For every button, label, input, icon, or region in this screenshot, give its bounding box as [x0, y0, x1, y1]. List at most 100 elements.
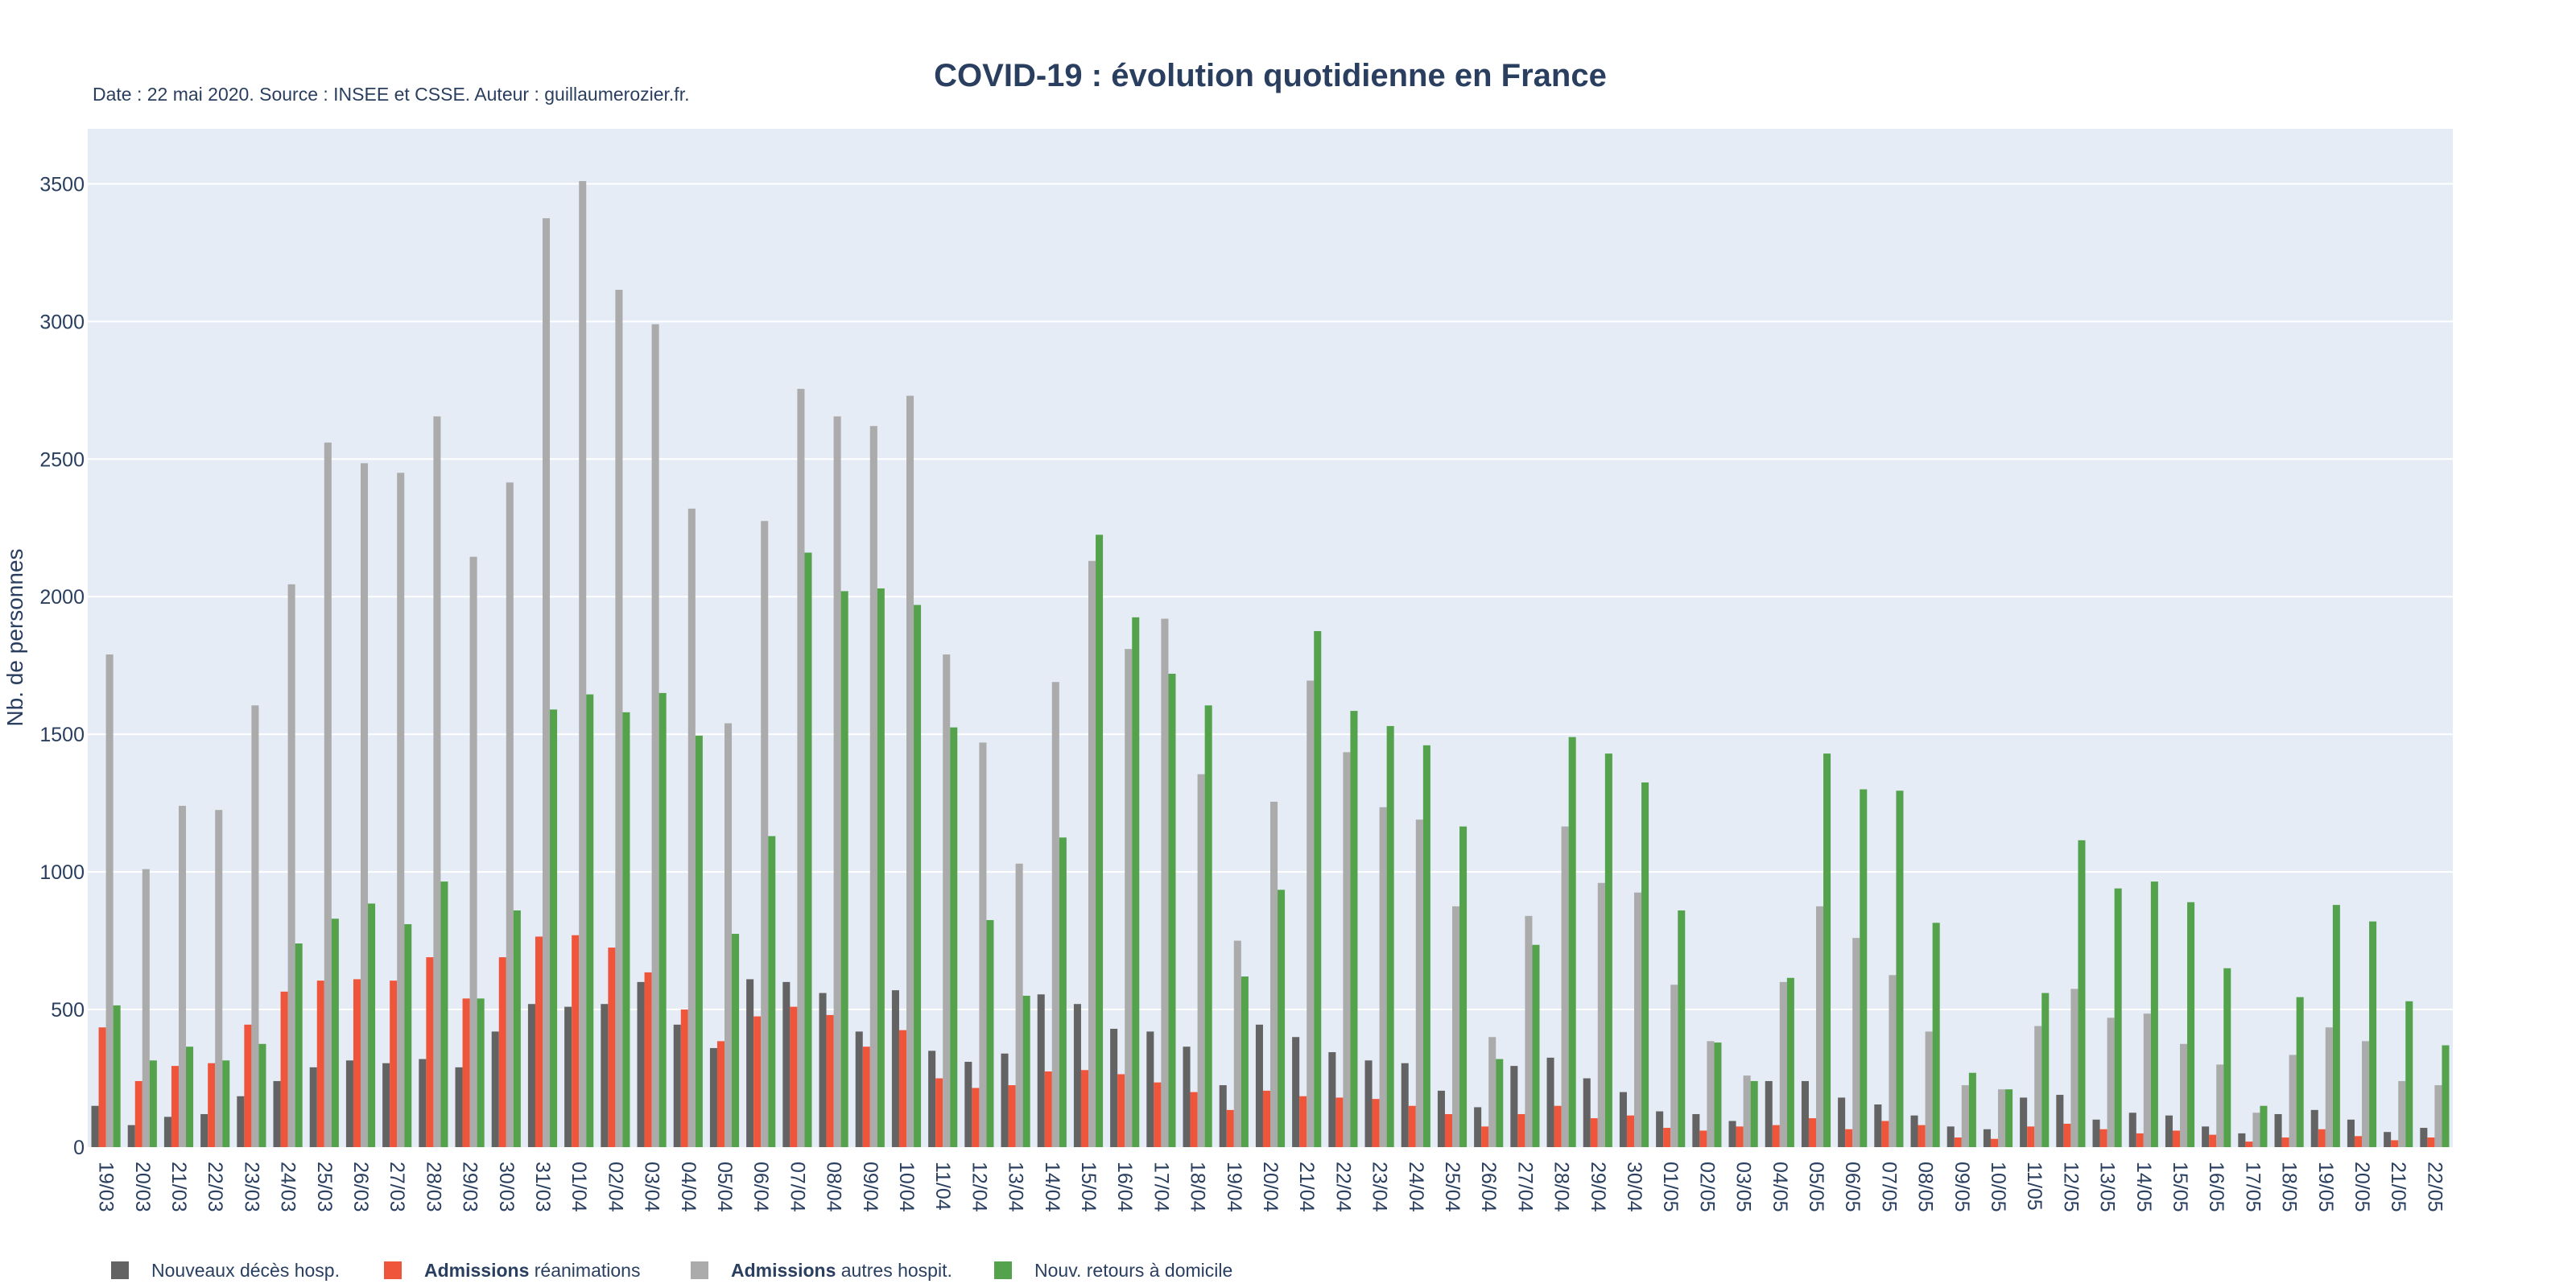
- bar: [637, 981, 645, 1147]
- bar: [280, 991, 288, 1147]
- bar: [2056, 1095, 2064, 1147]
- legend-item[interactable]: Admissions autres hospit.: [691, 1260, 952, 1281]
- x-tick-label: 21/03: [167, 1162, 190, 1212]
- bar: [615, 290, 623, 1148]
- bar: [2347, 1119, 2355, 1147]
- bar: [491, 1031, 499, 1147]
- bar: [862, 1046, 870, 1147]
- bar: [1750, 1080, 1758, 1147]
- bar: [1015, 863, 1023, 1147]
- x-tick-label: 02/04: [604, 1162, 626, 1212]
- bar: [1496, 1059, 1504, 1147]
- bar: [608, 947, 616, 1147]
- bar: [564, 1006, 572, 1147]
- bar: [943, 654, 951, 1147]
- bar: [550, 709, 558, 1147]
- bar: [1743, 1075, 1751, 1147]
- bar: [2027, 1126, 2035, 1147]
- bar: [1604, 753, 1612, 1147]
- bar: [1736, 1126, 1744, 1147]
- bar: [527, 1004, 535, 1147]
- chart-title: COVID-19 : évolution quotidienne en Fran…: [934, 58, 1607, 93]
- bar: [1408, 1105, 1416, 1147]
- bar: [222, 1060, 230, 1147]
- bar: [906, 395, 914, 1147]
- bar: [2289, 1055, 2297, 1147]
- x-tick-label: 01/04: [568, 1162, 590, 1212]
- bar: [732, 934, 740, 1147]
- x-tick-label: 19/03: [95, 1162, 118, 1212]
- x-tick-label: 23/04: [1368, 1162, 1391, 1212]
- legend-item[interactable]: Nouv. retours à domicile: [994, 1260, 1232, 1281]
- bar: [1634, 892, 1642, 1147]
- bar: [1816, 906, 1824, 1147]
- bar: [790, 1006, 798, 1147]
- bar: [782, 981, 791, 1147]
- bar: [1946, 1126, 1955, 1147]
- x-tick-label: 26/03: [349, 1162, 372, 1212]
- bar: [673, 1024, 681, 1147]
- bar: [1990, 1138, 1998, 1147]
- bar: [1554, 1105, 1562, 1147]
- bar: [1619, 1092, 1627, 1147]
- x-tick-label: 22/05: [2423, 1162, 2446, 1212]
- bar: [2107, 1018, 2115, 1147]
- x-tick-label: 28/04: [1550, 1162, 1573, 1212]
- bar: [819, 993, 827, 1147]
- x-tick-label: 27/04: [1513, 1162, 1536, 1212]
- bar: [964, 1062, 972, 1147]
- bar: [1626, 1115, 1634, 1147]
- bar: [535, 936, 543, 1147]
- bar: [258, 1043, 266, 1147]
- bar: [2434, 1085, 2442, 1147]
- legend-item[interactable]: Admissions réanimations: [384, 1260, 640, 1281]
- x-tick-label: 16/05: [2205, 1162, 2227, 1212]
- x-tick-label: 30/03: [495, 1162, 518, 1212]
- bar: [928, 1051, 936, 1147]
- bar: [309, 1067, 317, 1147]
- legend-label: Admissions réanimations: [424, 1260, 640, 1281]
- bar: [2281, 1137, 2289, 1147]
- bar: [1546, 1057, 1554, 1147]
- bar: [477, 998, 485, 1147]
- bar: [1925, 1031, 1933, 1147]
- y-tick-label: 3000: [39, 311, 85, 333]
- x-tick-label: 12/04: [968, 1162, 990, 1212]
- bar: [2150, 881, 2158, 1147]
- bar: [950, 727, 958, 1147]
- bar: [2128, 1113, 2136, 1147]
- bar: [2070, 989, 2079, 1147]
- bar: [1154, 1082, 1162, 1147]
- bar: [1714, 1042, 1722, 1147]
- bar: [1823, 753, 1831, 1147]
- bar: [134, 1080, 142, 1147]
- x-tick-label: 10/04: [895, 1162, 918, 1212]
- bar: [1699, 1130, 1707, 1147]
- bar: [979, 742, 987, 1147]
- bar: [709, 1047, 717, 1147]
- bar: [295, 943, 303, 1147]
- legend: Nouveaux décès hosp. Admissions réanimati…: [111, 1260, 1232, 1281]
- bar: [1881, 1121, 1889, 1147]
- x-tick-label: 25/03: [313, 1162, 336, 1212]
- legend-item[interactable]: Nouveaux décès hosp.: [111, 1260, 340, 1281]
- x-tick-label: 31/03: [531, 1162, 554, 1212]
- bar: [1692, 1113, 1700, 1147]
- y-tick-labels: 0 500 1000 1500 2000 2500 3000 3500: [39, 173, 85, 1159]
- x-tick-label: 03/05: [1732, 1162, 1755, 1212]
- x-tick-label: 27/03: [386, 1162, 408, 1212]
- bar: [1241, 976, 1249, 1147]
- bar: [1961, 1085, 1969, 1147]
- bar: [644, 972, 652, 1147]
- bar: [869, 426, 877, 1147]
- bar: [1335, 1097, 1344, 1147]
- bar: [1437, 1090, 1445, 1147]
- bar: [149, 1060, 157, 1147]
- x-tick-labels: 19/03 20/03 21/03 22/03 23/03 24/03 25/03 26/03…: [95, 1162, 2446, 1212]
- x-tick-label: 21/04: [1295, 1162, 1318, 1212]
- bar: [1525, 915, 1533, 1147]
- y-tick-label: 1500: [39, 724, 85, 746]
- bar: [1051, 682, 1059, 1147]
- bar: [244, 1024, 252, 1147]
- bar: [1125, 649, 1133, 1147]
